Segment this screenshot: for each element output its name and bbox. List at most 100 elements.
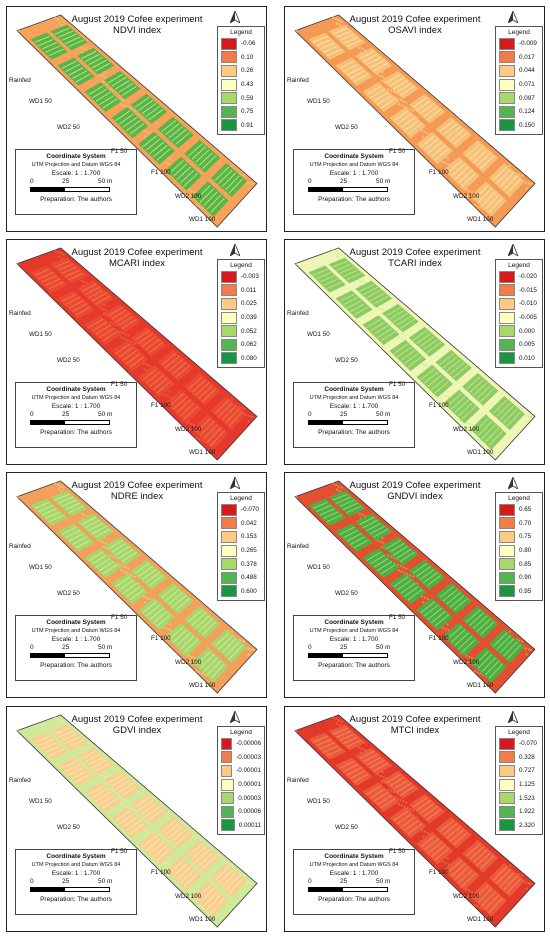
escale-label: Escale: 1 : 1.700 [51, 403, 101, 410]
scale-bar [294, 653, 414, 658]
legend-item: 0.91 [221, 119, 261, 133]
preparation-label: Preparation: The authors [40, 429, 112, 436]
texture-dot [119, 803, 123, 806]
legend-value: 0.43 [241, 81, 254, 89]
plot-row [195, 615, 210, 629]
texture-dot [104, 76, 107, 79]
texture-dot [104, 542, 107, 545]
texture-dot [361, 513, 364, 517]
texture-dot [376, 539, 379, 542]
plot-row [45, 45, 61, 53]
plot-row [191, 612, 207, 626]
north-arrow-icon [230, 477, 240, 489]
legend-swatch [499, 778, 515, 791]
plot-row [362, 753, 378, 763]
texture-dot [121, 564, 124, 568]
texture-dot [340, 253, 343, 256]
texture-dot [164, 161, 167, 164]
scale-tick-label: 50 m [376, 178, 391, 185]
texture-dot [376, 73, 379, 76]
texture-dot [188, 428, 191, 431]
legend-value: 0.080 [241, 354, 257, 362]
plot-row [68, 39, 84, 48]
plot-row [115, 810, 131, 821]
scale-bar [294, 187, 414, 192]
plot-row [466, 376, 481, 390]
texture-dot [168, 857, 171, 860]
texture-dot [380, 546, 383, 549]
plot-label: WD2 50 [57, 357, 80, 364]
plot-row [461, 638, 476, 653]
plot-row [420, 368, 436, 381]
plot-row [496, 402, 511, 417]
plot-row [454, 866, 469, 880]
plot-row [156, 148, 171, 161]
plot-row [61, 60, 77, 69]
scale-bar-black [308, 420, 342, 425]
legend-swatch [221, 64, 237, 77]
plot-row [326, 514, 342, 523]
plot-row [172, 396, 188, 410]
texture-dot [17, 729, 20, 733]
plot-row [141, 803, 157, 815]
plot-label: F1 100 [429, 402, 449, 409]
plot-row [399, 785, 415, 796]
legend-swatch [499, 571, 515, 584]
texture-dot [402, 100, 405, 103]
legend-item: 0.080 [221, 352, 261, 366]
texture-dot [358, 746, 361, 749]
legend-swatch [499, 37, 515, 50]
texture-dot [527, 415, 530, 418]
legend-value: -0.005 [519, 314, 537, 322]
escale-label: Escale: 1 : 1.700 [51, 170, 101, 177]
texture-dot [380, 780, 383, 783]
plot-row [380, 98, 396, 109]
plot-row [466, 609, 481, 623]
plot-row [453, 365, 468, 378]
plot-row [115, 545, 130, 556]
plot-row [68, 67, 84, 76]
scale-tick-label: 25 [62, 644, 70, 651]
texture-dot [295, 262, 298, 266]
texture-dot [112, 89, 115, 92]
legend-swatch [499, 517, 515, 530]
legend-item: -0.06 [221, 37, 261, 51]
north-arrow-fill [508, 11, 513, 23]
plot-row [210, 430, 225, 446]
texture-dot [442, 861, 445, 864]
legend-swatch [499, 284, 515, 297]
texture-dot [249, 648, 252, 651]
texture-dot [148, 131, 151, 135]
texture-dot [295, 495, 298, 499]
legend-swatch [221, 819, 235, 832]
texture-dot [57, 250, 60, 254]
plot-row [484, 660, 500, 676]
plot-row [99, 95, 114, 106]
texture-dot [488, 916, 491, 919]
plot-label: WD2 100 [175, 426, 202, 433]
legend-item: -0.00003 [221, 751, 261, 765]
coordinate-system-label: Coordinate System [46, 853, 106, 860]
texture-dot [422, 368, 425, 371]
plot-row [111, 542, 127, 553]
plot-row [84, 286, 100, 296]
plot-label: Rainfed [9, 77, 31, 84]
plot-row [407, 356, 423, 368]
texture-dot [148, 597, 151, 601]
texture-dot [399, 331, 402, 335]
scale-tick-label: 0 [308, 644, 312, 651]
texture-dot [476, 438, 479, 441]
texture-dot [380, 313, 383, 316]
plot-row [75, 773, 91, 783]
plot-row [102, 98, 118, 109]
plot-row [115, 312, 130, 323]
texture-dot [426, 831, 429, 835]
plot-label: F1 50 [389, 381, 406, 388]
legend-item: 0.265 [221, 544, 261, 558]
plot-row [34, 35, 50, 43]
north-arrow-icon [230, 711, 240, 723]
scale-tick-label: 0 [30, 644, 34, 651]
texture-dot [338, 489, 341, 493]
legend-value: 0.488 [241, 574, 257, 582]
plot-row [474, 884, 489, 900]
